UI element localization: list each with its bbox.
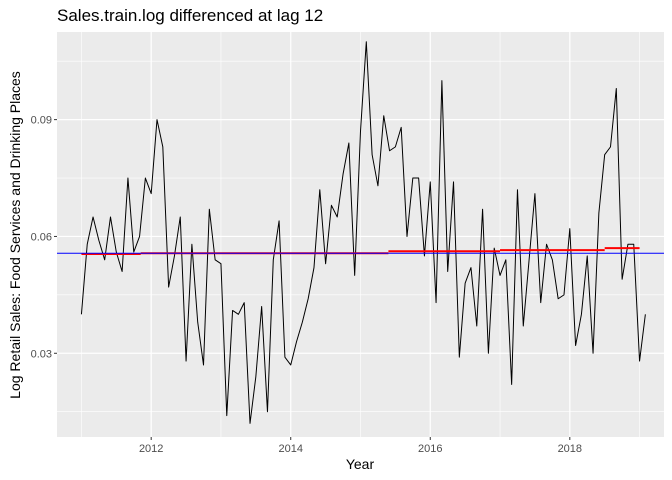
x-axis-title: Year — [346, 456, 375, 472]
x-tick-label: 2012 — [139, 443, 163, 455]
chart-title: Sales.train.log differenced at lag 12 — [57, 6, 324, 25]
x-tick-label: 2016 — [418, 443, 442, 455]
y-tick-label: 0.09 — [31, 115, 52, 127]
x-tick-label: 2014 — [278, 443, 302, 455]
grid-lines — [57, 32, 664, 437]
y-tick-label: 0.03 — [31, 348, 52, 360]
data-marks — [57, 41, 664, 424]
axis-ticks: 2012 2014 2016 2018 0.03 0.06 0.09 — [31, 115, 582, 455]
y-axis-title: Log Retail Sales: Food Services and Drin… — [7, 71, 23, 399]
y-tick-label: 0.06 — [31, 231, 52, 243]
series-line-differenced — [80, 41, 646, 424]
x-tick-label: 2018 — [558, 443, 582, 455]
